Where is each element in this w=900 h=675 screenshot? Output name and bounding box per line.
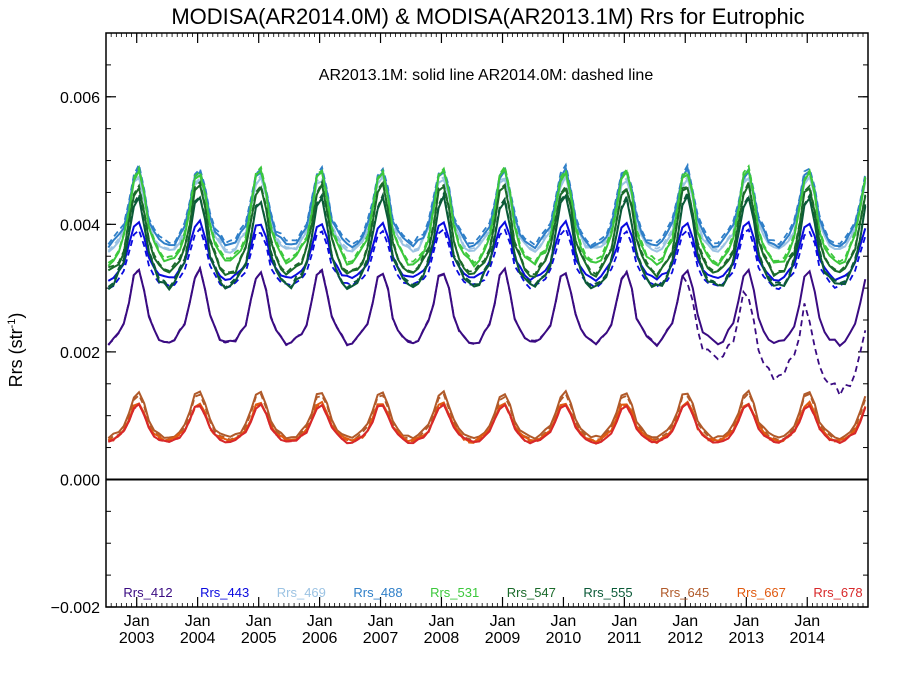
series-layer bbox=[107, 161, 867, 445]
x-tick-label-month: Jan bbox=[307, 613, 333, 630]
x-tick-label-month: Jan bbox=[429, 613, 455, 630]
x-tick-label-month: Jan bbox=[611, 613, 637, 630]
x-tick-label-year: 2014 bbox=[789, 630, 825, 647]
legend: Rrs_412 Rrs_443 Rrs_469 Rrs_488 Rrs_531 Rrs_5… bbox=[123, 585, 862, 600]
legend-item-Rrs_469: Rrs_469 bbox=[277, 585, 326, 600]
x-tick-label-year: 2013 bbox=[729, 630, 765, 647]
legend-item-Rrs_443: Rrs_443 bbox=[200, 585, 249, 600]
x-tick-label-month: Jan bbox=[368, 613, 394, 630]
x-tick-label-year: 2007 bbox=[363, 630, 399, 647]
y-axis-ticks: −0.002 0.000 0.002 0.004 0.006 bbox=[51, 32, 868, 617]
y-axis-label-main: Rrs (str bbox=[6, 328, 26, 387]
series-line-solid-Rrs_678 bbox=[107, 401, 867, 445]
y-tick-label: 0.004 bbox=[60, 217, 100, 234]
series-line-solid-Rrs_531 bbox=[107, 167, 867, 268]
series-line-solid-Rrs_547 bbox=[107, 180, 867, 279]
series-line-dashed-Rrs_531 bbox=[107, 164, 867, 266]
x-tick-label-month: Jan bbox=[733, 613, 759, 630]
y-axis-label-sup: -1 bbox=[6, 319, 18, 329]
x-tick-label-year: 2006 bbox=[302, 630, 338, 647]
x-tick-label-year: 2008 bbox=[424, 630, 460, 647]
x-tick-label-month: Jan bbox=[185, 613, 211, 630]
series-line-solid-Rrs_645 bbox=[107, 389, 867, 441]
x-tick-label-month: Jan bbox=[672, 613, 698, 630]
x-tick-label-year: 2004 bbox=[180, 630, 216, 647]
legend-item-Rrs_547: Rrs_547 bbox=[507, 585, 556, 600]
legend-item-Rrs_488: Rrs_488 bbox=[353, 585, 402, 600]
x-tick-label-month: Jan bbox=[794, 613, 820, 630]
x-tick-label-year: 2010 bbox=[546, 630, 582, 647]
x-tick-label-year: 2012 bbox=[667, 630, 703, 647]
y-axis-label-close: ) bbox=[6, 313, 26, 319]
legend-item-Rrs_555: Rrs_555 bbox=[583, 585, 632, 600]
y-tick-label: 0.002 bbox=[60, 345, 100, 362]
x-tick-label-year: 2005 bbox=[241, 630, 277, 647]
x-axis-ticks: Jan2003Jan2004Jan2005Jan2006Jan2007Jan20… bbox=[105, 33, 864, 647]
y-tick-label: 0.000 bbox=[60, 472, 100, 489]
x-tick-label-year: 2011 bbox=[607, 630, 642, 647]
series-line-dashed-Rrs_443 bbox=[107, 226, 867, 291]
x-tick-label-month: Jan bbox=[551, 613, 577, 630]
x-tick-label-month: Jan bbox=[124, 613, 150, 630]
legend-item-Rrs_667: Rrs_667 bbox=[737, 585, 786, 600]
legend-item-Rrs_531: Rrs_531 bbox=[430, 585, 479, 600]
y-axis-label: Rrs (str-1) bbox=[6, 313, 26, 388]
y-tick-label: −0.002 bbox=[51, 600, 100, 617]
series-line-dashed-Rrs_412 bbox=[107, 265, 867, 398]
series-line-dashed-Rrs_547 bbox=[108, 179, 867, 277]
line-style-note: AR2013.1M: solid line AR2014.0M: dashed … bbox=[319, 67, 654, 84]
x-tick-label-month: Jan bbox=[246, 613, 272, 630]
y-tick-label: 0.006 bbox=[60, 90, 100, 107]
legend-item-Rrs_678: Rrs_678 bbox=[813, 585, 862, 600]
x-tick-label-year: 2009 bbox=[485, 630, 521, 647]
legend-item-Rrs_412: Rrs_412 bbox=[123, 585, 172, 600]
x-tick-label-year: 2003 bbox=[119, 630, 155, 647]
legend-item-Rrs_645: Rrs_645 bbox=[660, 585, 709, 600]
chart-title: MODISA(AR2014.0M) & MODISA(AR2013.1M) Rr… bbox=[171, 4, 804, 29]
series-line-solid-Rrs_412 bbox=[107, 265, 867, 348]
series-line-dashed-Rrs_555 bbox=[107, 189, 867, 290]
x-tick-label-month: Jan bbox=[490, 613, 516, 630]
series-line-dashed-Rrs_488 bbox=[107, 161, 867, 247]
